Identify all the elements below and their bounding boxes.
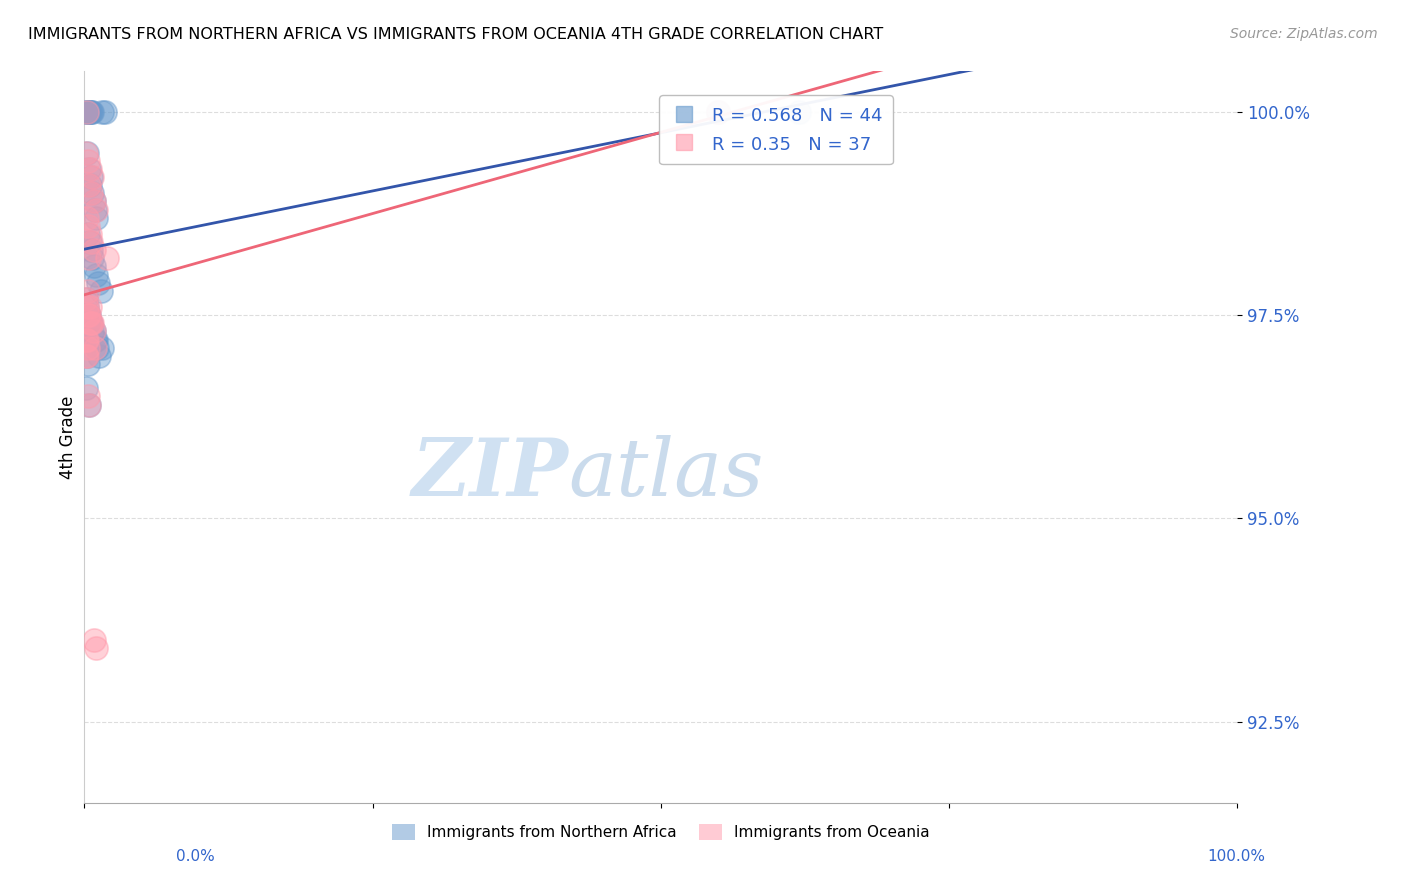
Text: Source: ZipAtlas.com: Source: ZipAtlas.com [1230, 27, 1378, 41]
Point [83, 260, 105, 274]
Point [80, 316, 103, 330]
Point [76, 227, 98, 241]
Text: atlas: atlas [568, 435, 763, 512]
Point [707, 105, 730, 120]
Point [76, 349, 98, 363]
Point [79, 316, 101, 330]
Point [83, 633, 105, 648]
Point [76, 300, 98, 314]
Point [79, 235, 101, 249]
Point [76, 153, 98, 168]
Text: IMMIGRANTS FROM NORTHERN AFRICA VS IMMIGRANTS FROM OCEANIA 4TH GRADE CORRELATION: IMMIGRANTS FROM NORTHERN AFRICA VS IMMIG… [28, 27, 883, 42]
Point [79, 105, 101, 120]
Point [80, 186, 103, 201]
Point [76, 105, 98, 120]
Point [76, 211, 98, 225]
Point [75, 381, 97, 395]
Point [76, 333, 98, 347]
Point [84, 641, 107, 656]
Point [90, 105, 112, 120]
Point [79, 161, 101, 176]
Point [80, 316, 103, 330]
Point [77, 178, 100, 193]
Point [84, 211, 107, 225]
Point [77, 161, 100, 176]
Point [79, 227, 101, 241]
Text: 100.0%: 100.0% [1208, 849, 1265, 863]
Point [75, 349, 97, 363]
Legend: Immigrants from Northern Africa, Immigrants from Oceania: Immigrants from Northern Africa, Immigra… [385, 818, 936, 847]
Point [83, 325, 105, 339]
Point [80, 243, 103, 257]
Point [76, 145, 98, 160]
Point [76, 219, 98, 233]
Point [83, 194, 105, 209]
Point [76, 357, 98, 371]
Point [75, 292, 97, 306]
Point [84, 333, 107, 347]
Point [87, 276, 110, 290]
Point [787, 105, 810, 120]
Point [80, 169, 103, 184]
Point [89, 349, 111, 363]
Point [77, 398, 100, 412]
Point [96, 252, 118, 266]
Point [80, 235, 103, 249]
Point [83, 325, 105, 339]
Point [83, 333, 105, 347]
Point [77, 105, 100, 120]
Point [86, 341, 108, 355]
Point [76, 308, 98, 322]
Point [77, 398, 100, 412]
Point [79, 316, 101, 330]
Point [75, 292, 97, 306]
Point [77, 252, 100, 266]
Text: ZIP: ZIP [412, 435, 568, 512]
Point [76, 300, 98, 314]
Point [89, 284, 111, 298]
Point [76, 284, 98, 298]
Point [76, 105, 98, 120]
Point [76, 105, 98, 120]
Point [83, 341, 105, 355]
Point [82, 252, 104, 266]
Point [79, 178, 101, 193]
Point [82, 169, 104, 184]
Point [83, 194, 105, 209]
Point [75, 105, 97, 120]
Point [77, 308, 100, 322]
Point [82, 325, 104, 339]
Point [76, 308, 98, 322]
Point [79, 300, 101, 314]
Point [82, 186, 104, 201]
Point [76, 349, 98, 363]
Point [83, 202, 105, 217]
Point [75, 145, 97, 160]
Point [76, 389, 98, 403]
Point [83, 243, 105, 257]
Point [80, 105, 103, 120]
Point [90, 341, 112, 355]
Point [707, 105, 730, 120]
Point [82, 105, 104, 120]
Point [94, 105, 117, 120]
Point [84, 202, 107, 217]
Point [76, 341, 98, 355]
Point [75, 333, 97, 347]
Point [77, 308, 100, 322]
Point [84, 268, 107, 282]
Point [82, 316, 104, 330]
Text: 0.0%: 0.0% [176, 849, 215, 863]
Y-axis label: 4th Grade: 4th Grade [59, 395, 77, 479]
